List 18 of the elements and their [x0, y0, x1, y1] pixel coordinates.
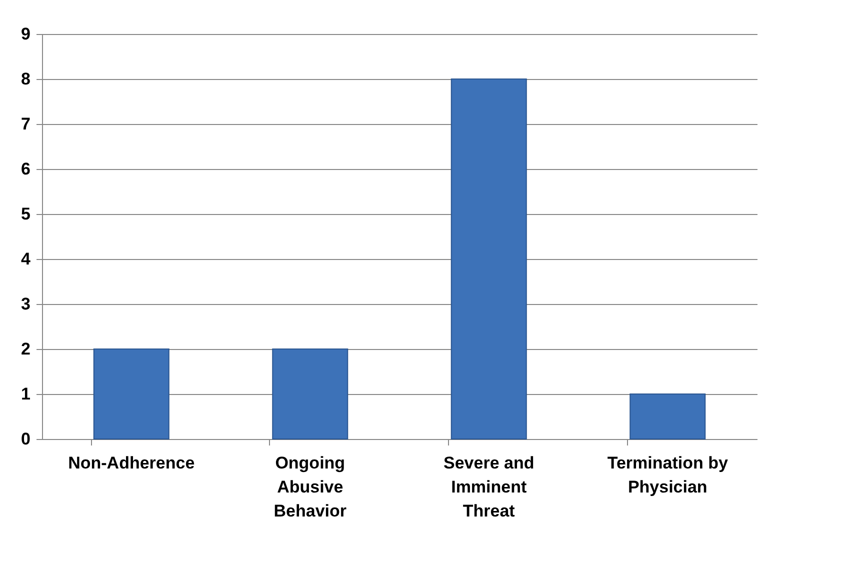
y-tick-label: 6: [21, 160, 30, 178]
y-tick-label: 4: [21, 250, 32, 268]
y-tick-label: 3: [21, 294, 30, 314]
y-tick-label: 1: [21, 384, 30, 404]
x-tick-label: Termination by Physician: [607, 454, 728, 496]
bar: [450, 78, 527, 440]
x-tick-label: Ongoing Abusive Behavior: [274, 454, 347, 520]
bar: [272, 348, 348, 440]
x-tick-label: Severe and Imminent Threat: [444, 454, 534, 520]
y-tick-label: 9: [21, 24, 30, 44]
x-tick-label: Non-Adherence: [68, 454, 195, 472]
bar: [630, 394, 706, 440]
y-tick-label: 7: [21, 114, 30, 134]
y-tick-label: 2: [21, 340, 30, 358]
y-tick-label: 5: [21, 204, 30, 224]
y-tick-label: 0: [21, 430, 30, 448]
bar: [93, 348, 170, 440]
y-tick-label: 8: [21, 70, 30, 88]
